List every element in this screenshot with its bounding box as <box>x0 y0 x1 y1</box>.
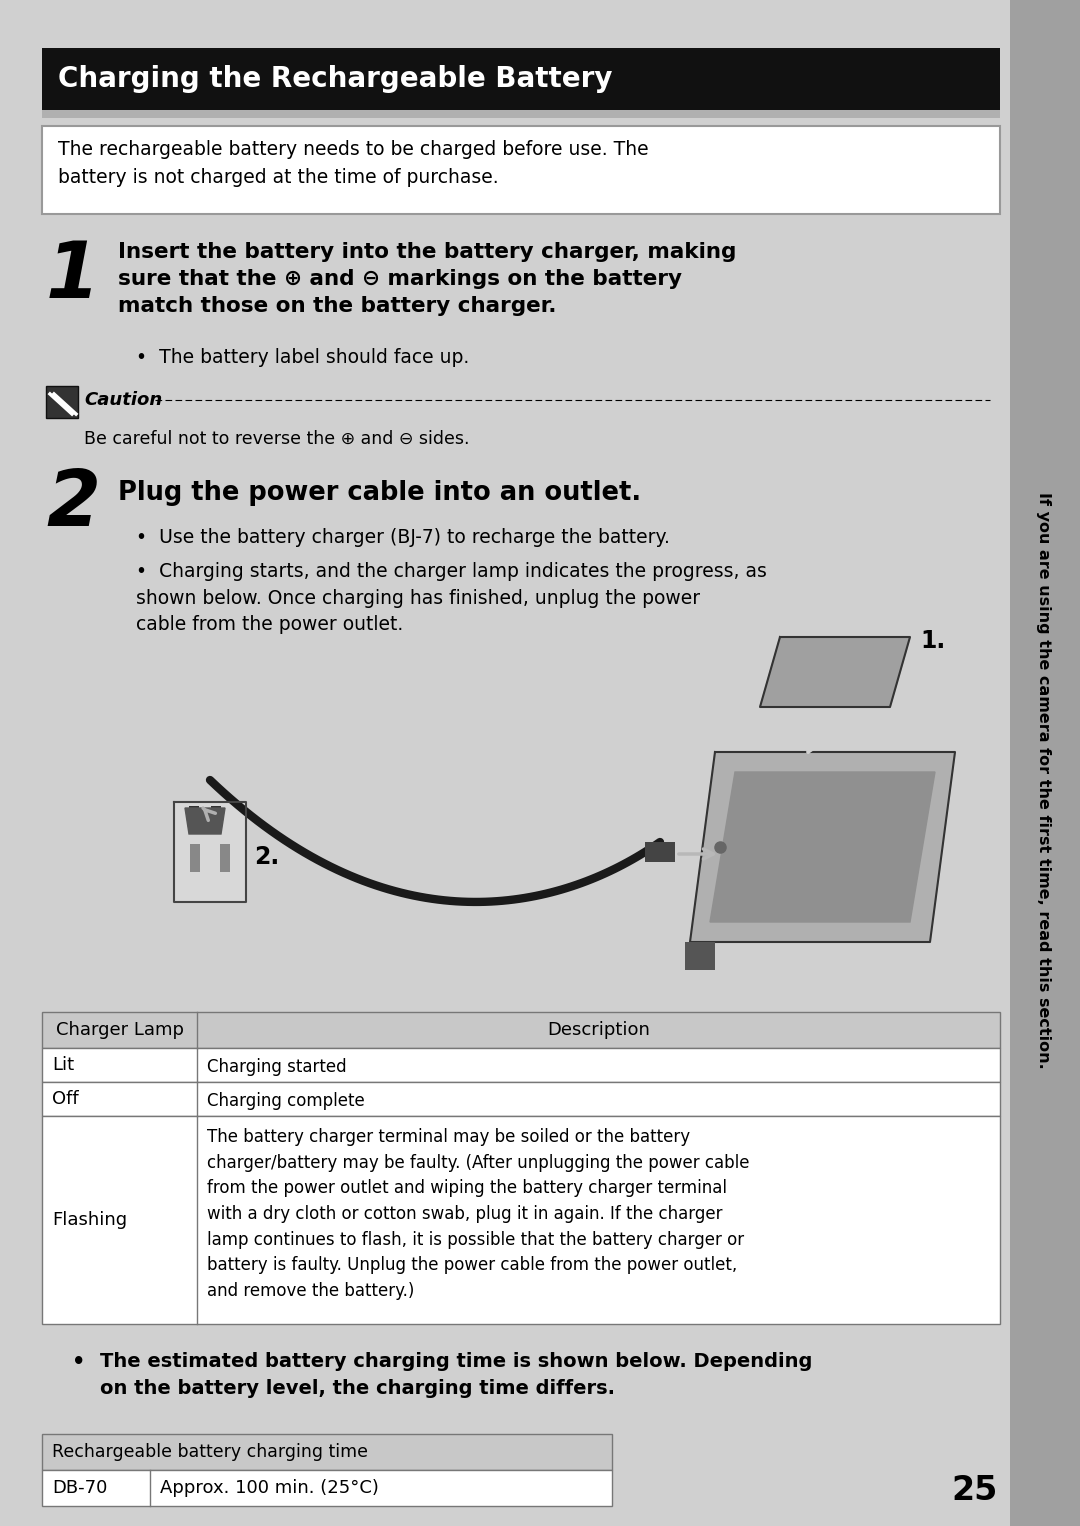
Text: •  Use the battery charger (BJ-7) to recharge the battery.: • Use the battery charger (BJ-7) to rech… <box>136 528 670 546</box>
Bar <box>42 1470 612 1506</box>
Text: If you are using the camera for the first time, read this section.: If you are using the camera for the firs… <box>1037 491 1052 1068</box>
Text: 2.: 2. <box>254 845 280 868</box>
Bar <box>42 127 1000 214</box>
Bar <box>42 110 1000 118</box>
Bar <box>0 0 1010 44</box>
Text: Plug the power cable into an outlet.: Plug the power cable into an outlet. <box>118 481 642 507</box>
Bar <box>189 806 199 832</box>
Polygon shape <box>760 636 910 707</box>
Text: Charging complete: Charging complete <box>207 1093 365 1109</box>
Bar <box>42 47 1000 110</box>
Bar <box>685 942 715 955</box>
Text: •  The battery label should face up.: • The battery label should face up. <box>136 348 469 366</box>
Text: Be careful not to reverse the ⊕ and ⊖ sides.: Be careful not to reverse the ⊕ and ⊖ si… <box>84 430 470 449</box>
Text: Caution: Caution <box>84 391 162 409</box>
Bar <box>1010 0 1080 1526</box>
Polygon shape <box>690 752 955 942</box>
Text: 1.: 1. <box>920 629 945 653</box>
Text: Charging started: Charging started <box>207 1058 347 1076</box>
Bar <box>46 386 78 418</box>
Text: The rechargeable battery needs to be charged before use. The
battery is not char: The rechargeable battery needs to be cha… <box>58 140 649 188</box>
Bar <box>645 842 675 862</box>
Text: DB-70: DB-70 <box>52 1479 107 1497</box>
Polygon shape <box>185 807 225 835</box>
Text: 2: 2 <box>46 465 100 542</box>
Polygon shape <box>174 803 246 902</box>
Text: Approx. 100 min. (25°C): Approx. 100 min. (25°C) <box>160 1479 379 1497</box>
Text: Off: Off <box>52 1090 79 1108</box>
Text: Flashing: Flashing <box>52 1212 127 1228</box>
Bar <box>42 1116 1000 1325</box>
Text: •: • <box>72 1352 85 1372</box>
Bar <box>190 844 200 871</box>
Bar <box>42 1082 1000 1116</box>
Bar <box>220 844 230 871</box>
Text: Insert the battery into the battery charger, making
sure that the ⊕ and ⊖ markin: Insert the battery into the battery char… <box>118 243 737 316</box>
Text: 1: 1 <box>46 238 100 314</box>
Bar <box>211 806 221 832</box>
Text: Description: Description <box>548 1021 650 1039</box>
Text: 25: 25 <box>951 1474 998 1506</box>
Bar <box>42 1012 1000 1048</box>
Polygon shape <box>710 772 935 922</box>
Text: •  Charging starts, and the charger lamp indicates the progress, as
shown below.: • Charging starts, and the charger lamp … <box>136 562 767 633</box>
Text: The estimated battery charging time is shown below. Depending
on the battery lev: The estimated battery charging time is s… <box>100 1352 812 1398</box>
Text: The battery charger terminal may be soiled or the battery
charger/battery may be: The battery charger terminal may be soil… <box>207 1128 750 1300</box>
Text: Lit: Lit <box>52 1056 75 1074</box>
Bar <box>42 1048 1000 1082</box>
Text: Charger Lamp: Charger Lamp <box>55 1021 184 1039</box>
Bar <box>685 955 715 971</box>
Text: Rechargeable battery charging time: Rechargeable battery charging time <box>52 1444 368 1460</box>
Text: Charging the Rechargeable Battery: Charging the Rechargeable Battery <box>58 66 612 93</box>
Bar <box>42 1434 612 1470</box>
